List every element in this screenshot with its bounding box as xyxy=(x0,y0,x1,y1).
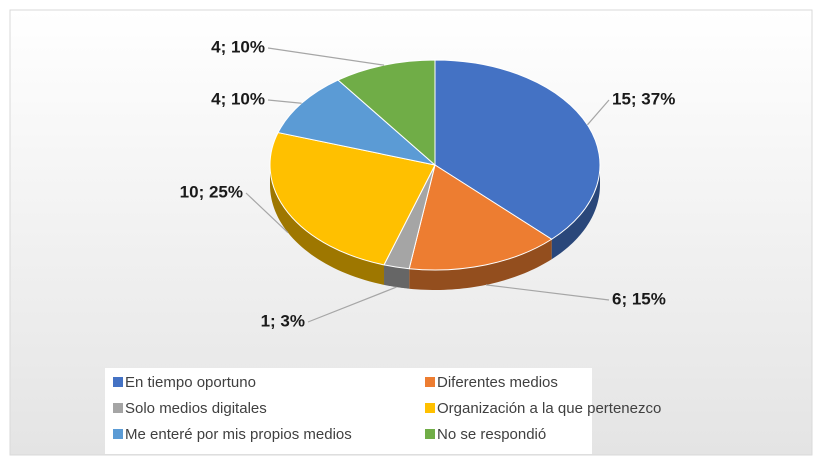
leader-line xyxy=(267,47,385,66)
legend-label: Diferentes medios xyxy=(437,374,558,391)
legend-swatch xyxy=(425,403,435,413)
data-label: 1; 3% xyxy=(261,311,305,330)
pie-slice xyxy=(408,164,553,290)
legend-label: Solo medios digitales xyxy=(125,400,267,417)
legend-box xyxy=(105,368,592,454)
data-label: 10; 25% xyxy=(180,182,243,201)
data-label: 15; 37% xyxy=(612,89,675,108)
legend-swatch xyxy=(425,429,435,439)
legend-swatch xyxy=(113,377,123,387)
legend-swatch xyxy=(113,403,123,413)
slice-top xyxy=(269,131,436,266)
leader-line xyxy=(586,99,610,126)
leader-line xyxy=(267,99,302,104)
leader-line xyxy=(245,192,289,234)
slice-side xyxy=(384,264,410,289)
slice-top xyxy=(434,59,601,240)
slice-side xyxy=(270,165,385,285)
legend-swatch xyxy=(425,377,435,387)
leader-line xyxy=(485,284,610,301)
legend-label: Organización a la que pertenezco xyxy=(437,400,661,417)
pie-slice xyxy=(434,59,601,260)
legend-label: Me enteré por mis propios medios xyxy=(125,426,352,443)
legend-label: No se respondió xyxy=(437,426,546,443)
pie-slice xyxy=(269,131,436,285)
slice-side xyxy=(409,239,552,290)
leader-line xyxy=(307,286,397,323)
data-label: 4; 10% xyxy=(211,37,265,56)
slice-top xyxy=(408,164,553,271)
legend-label: En tiempo oportuno xyxy=(125,374,256,391)
data-label: 4; 10% xyxy=(211,89,265,108)
slice-side xyxy=(551,165,600,260)
legend-swatch xyxy=(113,429,123,439)
data-label: 6; 15% xyxy=(612,289,666,308)
